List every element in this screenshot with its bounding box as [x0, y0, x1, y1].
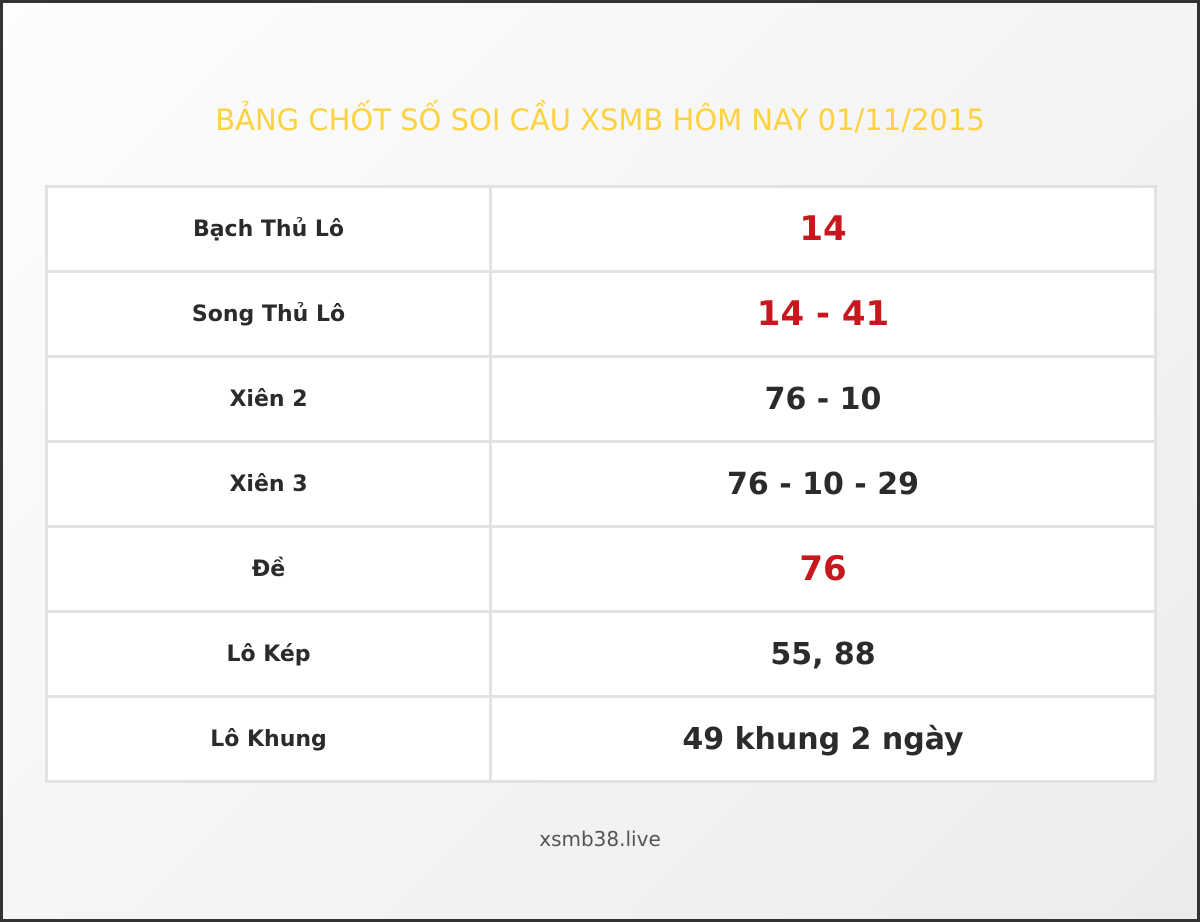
- row-label: Lô Kép: [45, 610, 492, 698]
- row-value: 76 - 10: [489, 355, 1157, 443]
- site-footer: xsmb38.live: [539, 827, 661, 851]
- row-value: 55, 88: [489, 610, 1157, 698]
- page-title: BẢNG CHỐT SỐ SOI CẦU XSMB HÔM NAY 01/11/…: [215, 103, 985, 137]
- row-value: 49 khung 2 ngày: [489, 695, 1157, 783]
- row-label: Lô Khung: [45, 695, 492, 783]
- table-row: Bạch Thủ Lô 14: [45, 185, 1157, 273]
- table-row: Song Thủ Lô 14 - 41: [45, 270, 1157, 358]
- row-value: 76 - 10 - 29: [489, 440, 1157, 528]
- row-label: Xiên 3: [45, 440, 492, 528]
- table-row: Lô Khung 49 khung 2 ngày: [45, 695, 1157, 783]
- table-row: Xiên 2 76 - 10: [45, 355, 1157, 443]
- row-value: 14: [489, 185, 1157, 273]
- row-label: Song Thủ Lô: [45, 270, 492, 358]
- table-row: Lô Kép 55, 88: [45, 610, 1157, 698]
- table-row: Đề 76: [45, 525, 1157, 613]
- table-row: Xiên 3 76 - 10 - 29: [45, 440, 1157, 528]
- row-label: Xiên 2: [45, 355, 492, 443]
- row-label: Đề: [45, 525, 492, 613]
- row-value: 14 - 41: [489, 270, 1157, 358]
- prediction-table: Bạch Thủ Lô 14 Song Thủ Lô 14 - 41 Xiên 2 76 …: [45, 185, 1157, 783]
- row-value: 76: [489, 525, 1157, 613]
- row-label: Bạch Thủ Lô: [45, 185, 492, 273]
